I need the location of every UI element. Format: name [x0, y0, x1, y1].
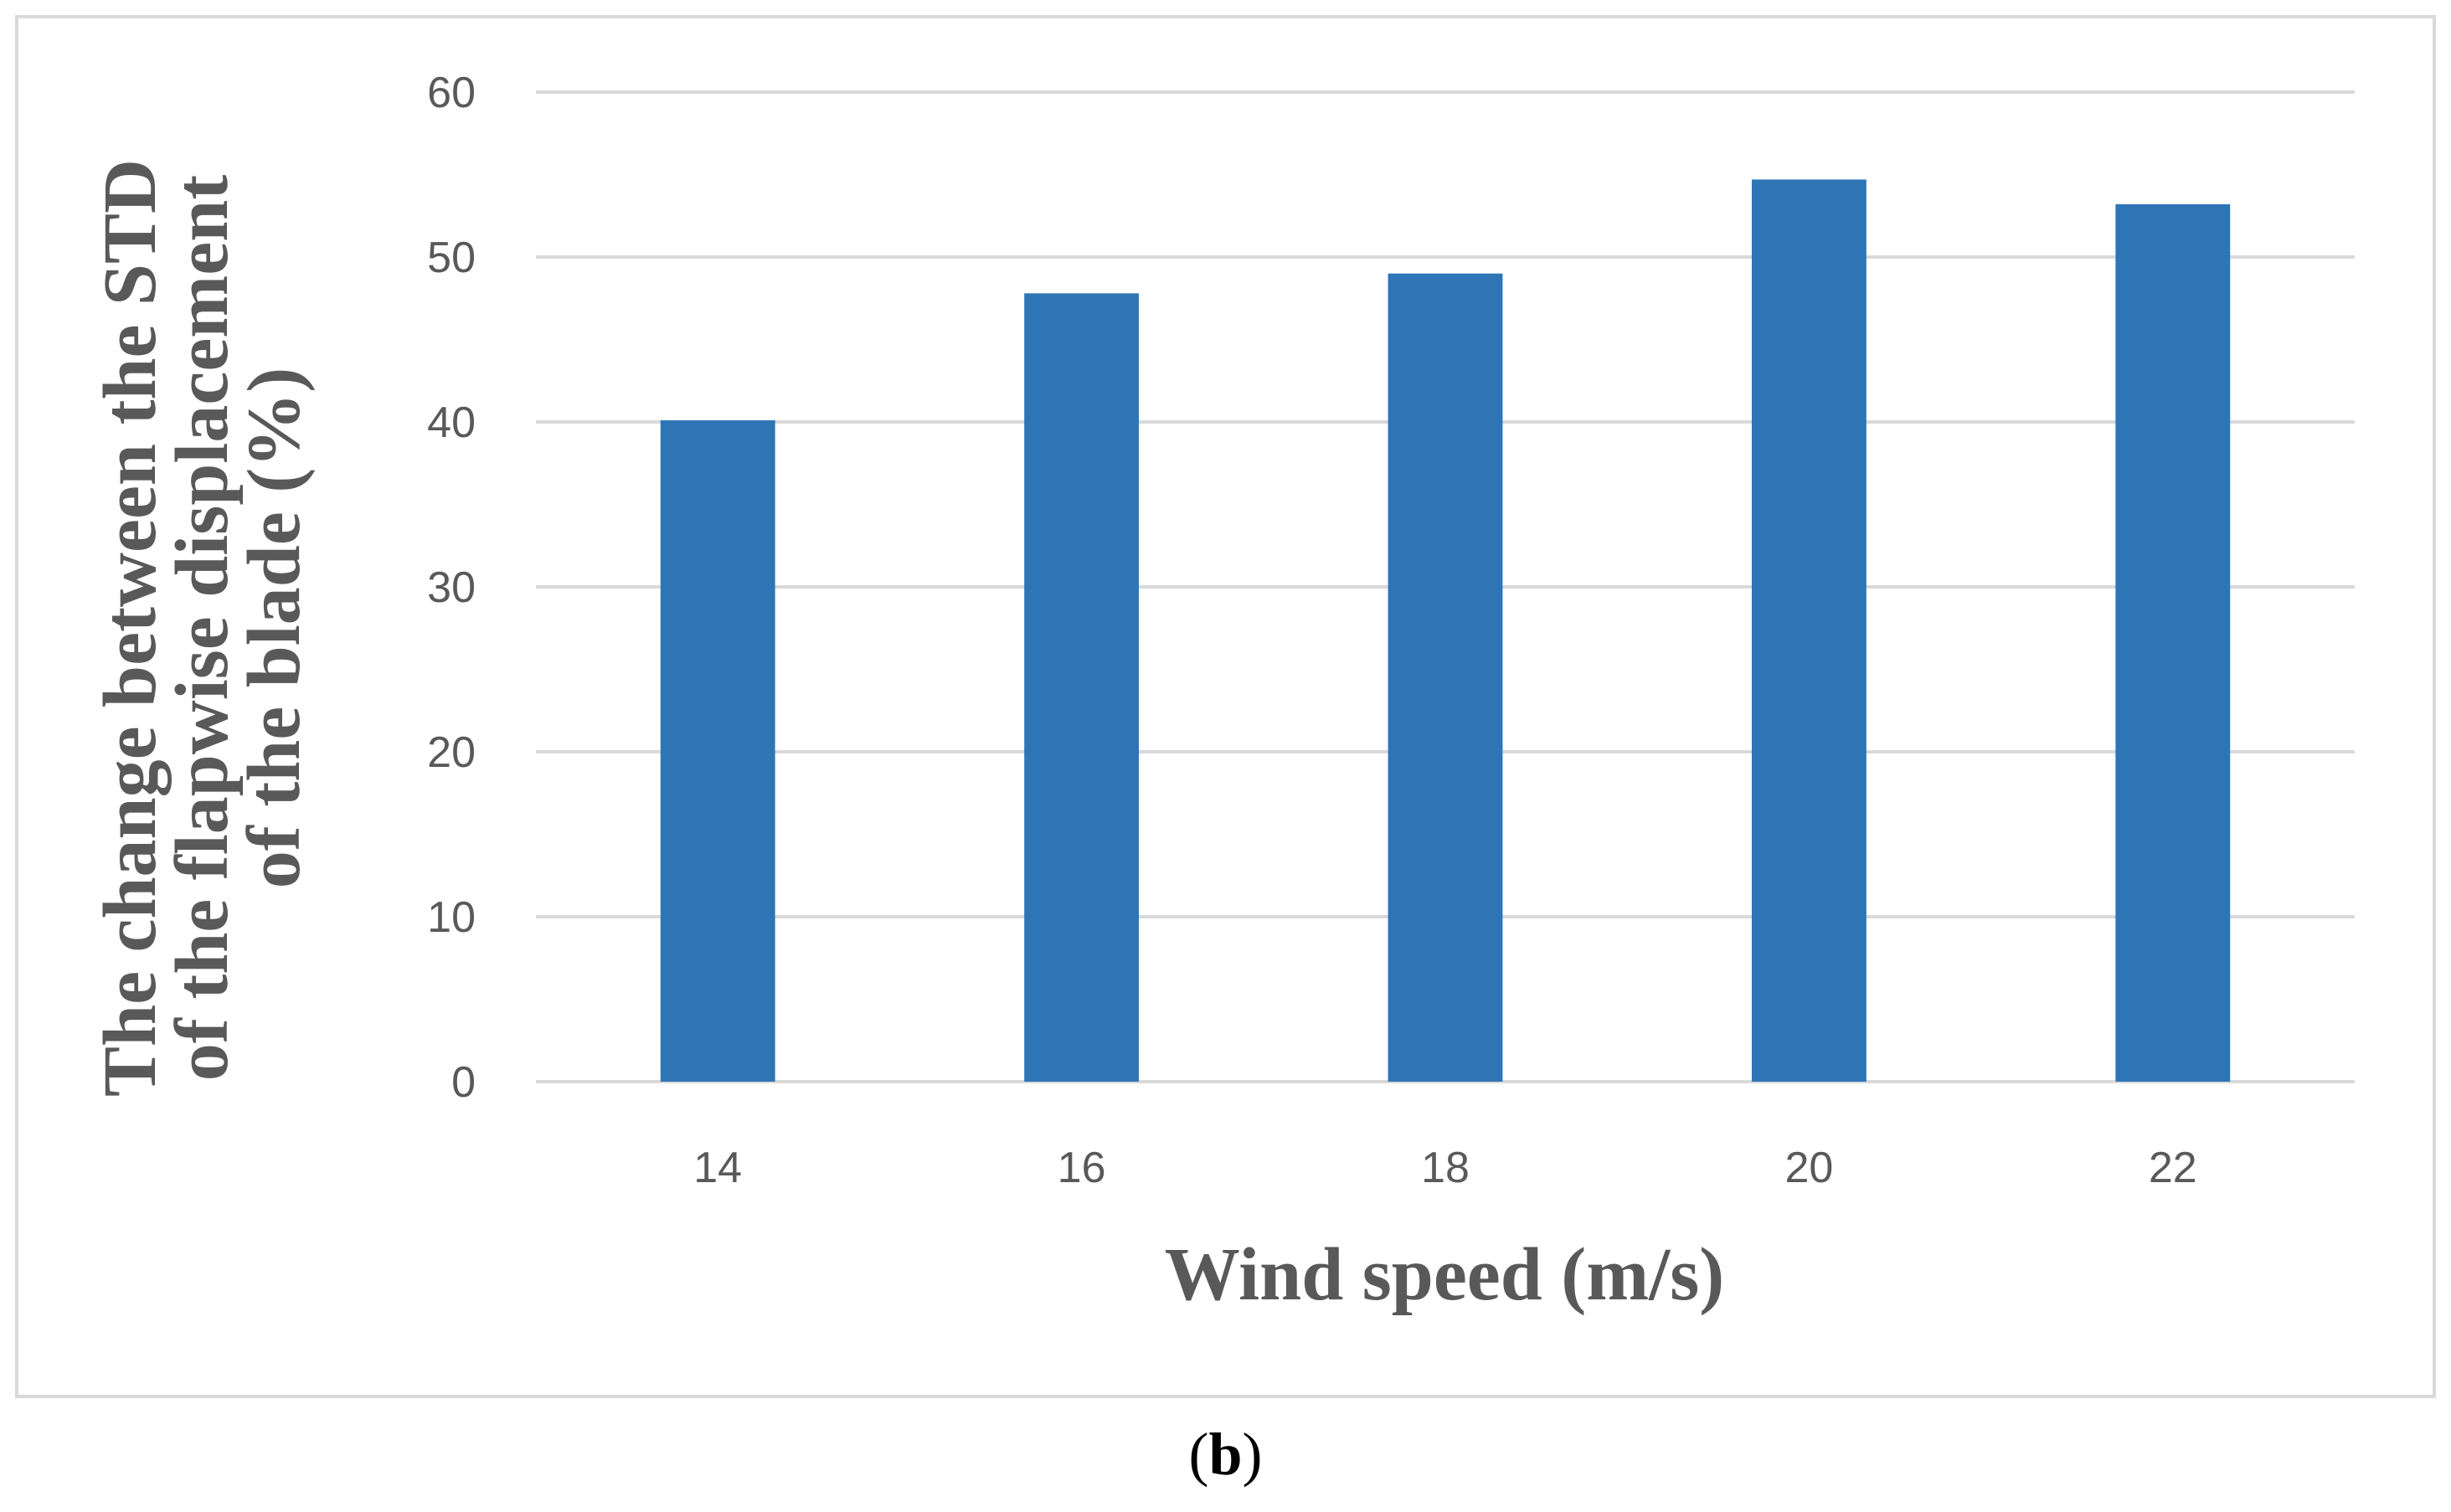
y-tick-label: 60	[427, 69, 476, 117]
y-axis-title: The change between the STD of the flapwi…	[89, 159, 316, 1097]
bar	[1024, 293, 1140, 1083]
bars	[660, 179, 2231, 1083]
y-tick-label: 10	[427, 893, 476, 942]
y-tick-label: 30	[427, 563, 476, 612]
y-axis-title-line-2: of the flapwise displacement	[161, 175, 244, 1081]
y-tick-label: 50	[427, 234, 476, 282]
x-tick-label: 20	[1784, 1144, 1833, 1192]
y-axis-title-line-1: The change between the STD	[89, 159, 172, 1097]
panel-label-letter: b	[1208, 1421, 1243, 1488]
bar	[1388, 273, 1503, 1082]
bar	[2115, 203, 2231, 1083]
y-axis-title-line-3: of the blade (%)	[233, 368, 316, 888]
bar	[1751, 179, 1867, 1082]
bar	[660, 420, 775, 1082]
x-axis-ticks: 14 16 18 20 22	[693, 1144, 2196, 1192]
y-tick-label: 20	[427, 728, 476, 777]
x-tick-label: 22	[2149, 1144, 2197, 1192]
y-tick-label: 0	[451, 1058, 476, 1107]
x-axis-title: Wind speed (m/s)	[1165, 1233, 1724, 1316]
y-tick-label: 40	[427, 399, 476, 447]
y-axis-ticks: 0 10 20 30 40 50 60	[427, 69, 476, 1107]
x-tick-label: 18	[1421, 1144, 1470, 1192]
panel-label-close: )	[1242, 1421, 1263, 1488]
panel-label: (b)	[0, 1417, 2451, 1492]
x-tick-label: 14	[693, 1144, 742, 1192]
panel-label-open: (	[1188, 1421, 1209, 1488]
x-tick-label: 16	[1058, 1144, 1106, 1192]
chart-frame	[15, 15, 2436, 1398]
